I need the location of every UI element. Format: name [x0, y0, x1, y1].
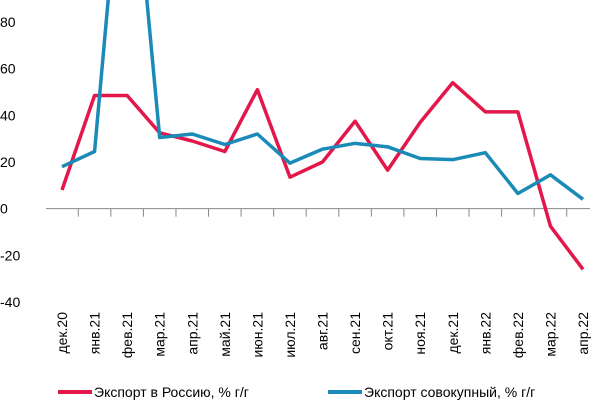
x-tick-label: июл.21 — [282, 312, 298, 358]
x-tick-label: фев.22 — [510, 312, 526, 358]
legend-label: Экспорт совокупный, % г/г — [364, 384, 535, 400]
y-tick-label: 60 — [0, 61, 16, 77]
y-tick-label: -40 — [0, 294, 20, 310]
line-series — [60, 80, 585, 271]
x-tick-label: май.21 — [217, 312, 233, 357]
legend-label: Экспорт в Россию, % г/г — [94, 384, 249, 400]
legend: Экспорт в Россию, % г/г Экспорт совокупны… — [58, 384, 535, 400]
x-tick-label: окт.21 — [380, 312, 396, 351]
x-tick-label: дек.20 — [54, 312, 70, 354]
line-series — [61, 0, 585, 201]
y-tick-label: 80 — [0, 14, 16, 30]
plot-lines — [60, 0, 585, 271]
y-tick-label: 40 — [0, 107, 16, 123]
x-tick-label: янв.22 — [477, 312, 493, 354]
x-tick-label: апр.21 — [184, 312, 200, 355]
x-tick-label: янв.21 — [87, 312, 103, 354]
x-tick-label: июн.21 — [249, 312, 265, 358]
y-tick-label: -20 — [0, 247, 20, 263]
x-tick-label: фев.21 — [119, 312, 135, 358]
y-tick-label: 20 — [0, 154, 16, 170]
x-tick-label: авг.21 — [315, 312, 331, 350]
x-tick-label: апр.22 — [575, 312, 591, 355]
x-tick-label: сен.21 — [347, 312, 363, 354]
x-tick-label: мар.22 — [542, 312, 558, 357]
y-tick-label: 0 — [0, 201, 8, 217]
x-tick-label: ноя.21 — [412, 312, 428, 355]
x-tick-label: мар.21 — [152, 312, 168, 357]
x-tick-label: дек.21 — [445, 312, 461, 354]
